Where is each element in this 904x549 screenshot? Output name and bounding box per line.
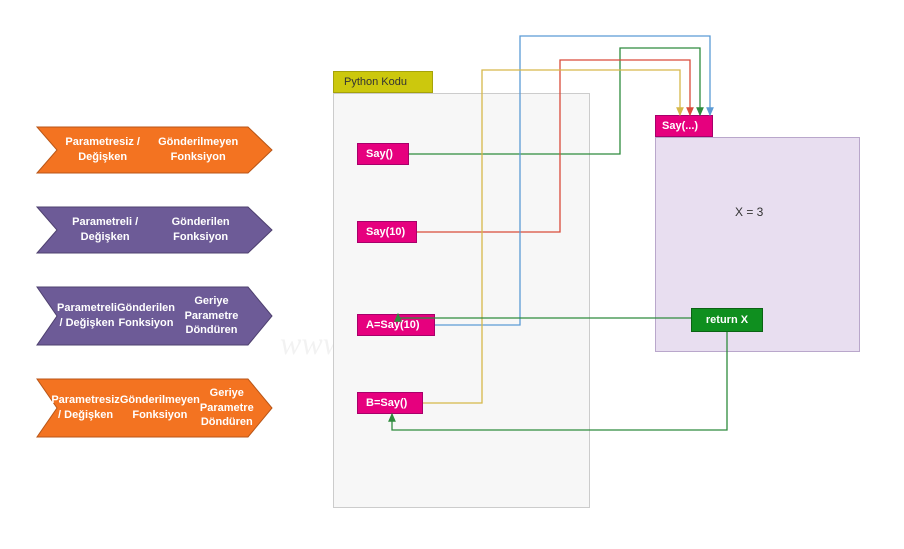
function-panel-header-label: Say(...) — [662, 120, 698, 132]
code-call-c4: B=Say() — [357, 392, 423, 414]
legend-arrow-label-a4: Parametresiz / DeğişkenGönderilmeyen Fon… — [57, 379, 248, 437]
legend-arrow-label-a1: Parametresiz / DeğişkenGönderilmeyen Fon… — [57, 127, 248, 173]
code-call-c2: Say(10) — [357, 221, 417, 243]
function-body-text: X = 3 — [735, 205, 763, 219]
function-panel-header: Say(...) — [655, 115, 713, 137]
code-call-c1: Say() — [357, 143, 409, 165]
python-code-header: Python Kodu — [333, 71, 433, 93]
code-call-c3: A=Say(10) — [357, 314, 435, 336]
legend-arrow-label-a3: Parametreli / DeğişkenGönderilen Fonksiy… — [57, 287, 248, 345]
python-code-header-label: Python Kodu — [344, 76, 407, 88]
return-box: return X — [691, 308, 763, 332]
legend-arrow-label-a2: Parametreli / DeğişkenGönderilen Fonksiy… — [57, 207, 248, 253]
return-box-label: return X — [706, 314, 748, 326]
